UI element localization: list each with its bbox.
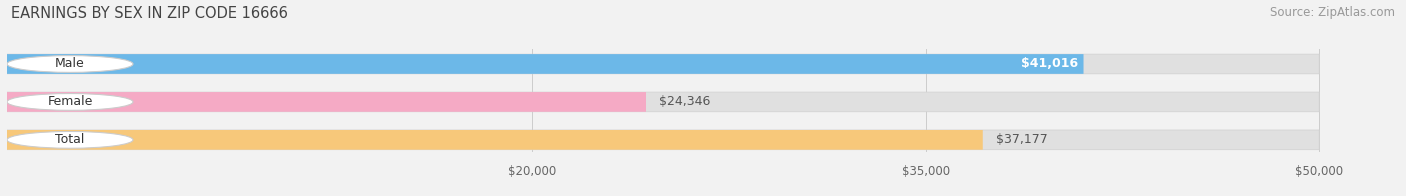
Ellipse shape [7, 132, 134, 148]
Ellipse shape [7, 56, 134, 72]
FancyBboxPatch shape [7, 54, 1319, 74]
Ellipse shape [7, 93, 134, 110]
Text: Male: Male [55, 57, 84, 71]
Text: Source: ZipAtlas.com: Source: ZipAtlas.com [1270, 6, 1395, 19]
FancyBboxPatch shape [7, 130, 1319, 150]
Text: EARNINGS BY SEX IN ZIP CODE 16666: EARNINGS BY SEX IN ZIP CODE 16666 [11, 6, 288, 21]
FancyBboxPatch shape [7, 92, 645, 112]
Text: $41,016: $41,016 [1021, 57, 1078, 71]
FancyBboxPatch shape [7, 92, 1319, 112]
Text: Female: Female [48, 95, 93, 108]
FancyBboxPatch shape [7, 130, 983, 150]
Text: $37,177: $37,177 [995, 133, 1047, 146]
Text: Total: Total [55, 133, 84, 146]
Text: $24,346: $24,346 [659, 95, 710, 108]
FancyBboxPatch shape [7, 54, 1084, 74]
